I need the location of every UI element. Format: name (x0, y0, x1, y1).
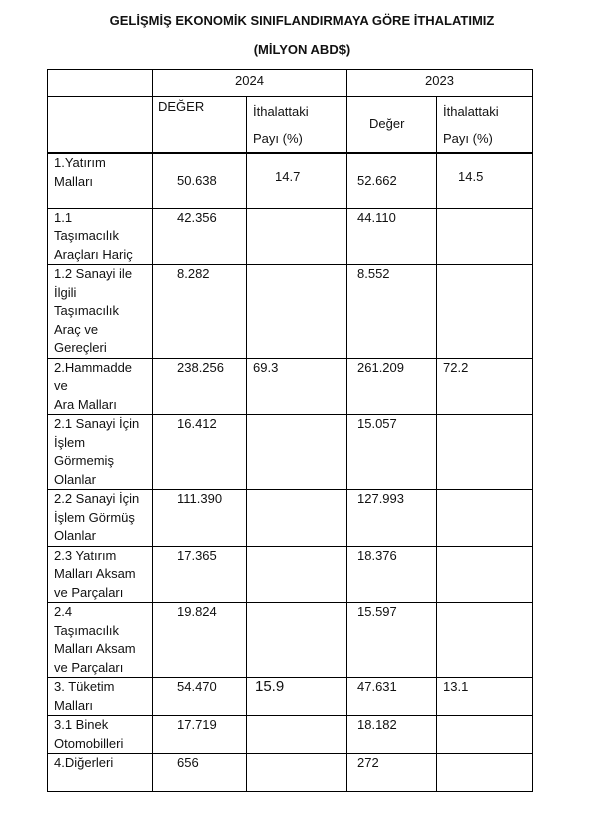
share-2024-cell: 69.3 (246, 357, 347, 415)
empty-header-cell (47, 69, 153, 97)
table-row: 2.3 Yatırım Malları Aksam ve Parçaları 17… (47, 545, 533, 603)
table-row: 3. Tüketim Malları 54.470 15.9 47.631 13.1 (47, 677, 533, 716)
value-2023-cell: 15.597 (346, 602, 437, 678)
value-2023-cell: 47.631 (346, 677, 437, 716)
table-row: 2.2 Sanayi İçin İşlem Görmüş Olanlar 111.… (47, 489, 533, 547)
row-label: 2.1 Sanayi İçin İşlem Görmemiş Olanlar (47, 414, 153, 490)
share-2024-cell (246, 207, 347, 265)
share-2023-cell (436, 545, 533, 603)
value-2024-cell: 19.824 (152, 602, 247, 678)
row-label: 1.2 Sanayi ile İlgili Taşımacılık Araç v… (47, 264, 153, 359)
table-row: 1.2 Sanayi ile İlgili Taşımacılık Araç v… (47, 264, 533, 359)
row-label: 3. Tüketim Malları (47, 677, 153, 716)
share-2024-cell (246, 715, 347, 754)
value-2024-cell: 111.390 (152, 489, 247, 547)
import-table: 2024 2023 DEĞER İthalattaki Payı (%) Değe… (47, 69, 533, 792)
row-label: 1.1 Taşımacılık Araçları Hariç (47, 207, 153, 265)
value-2023-cell: 52.662 (346, 152, 437, 209)
value-2023-header: Değer (346, 96, 437, 154)
share-2023-cell: 13.1 (436, 677, 533, 716)
table-row: 1.1 Taşımacılık Araçları Hariç 42.356 44.1… (47, 207, 533, 265)
table-row: 1.Yatırım Malları 50.638 14.7 52.662 14.5 (47, 152, 533, 209)
value-2023-cell: 272 (346, 753, 437, 792)
table-row: 2.4 Taşımacılık Malları Aksam ve Parçala… (47, 602, 533, 678)
share-2024-header: İthalattaki Payı (%) (246, 96, 347, 154)
value-2024-cell: 50.638 (152, 152, 247, 209)
share-header-line: Payı (%) (253, 131, 303, 146)
empty-subheader-cell (47, 96, 153, 154)
value-2023-cell: 18.376 (346, 545, 437, 603)
value-2024-cell: 238.256 (152, 357, 247, 415)
value-2023-cell: 44.110 (346, 207, 437, 265)
share-2023-cell (436, 414, 533, 490)
share-2024-cell: 14.7 (246, 152, 347, 209)
share-header-line: İthalattaki (253, 104, 309, 119)
share-2024-cell (246, 414, 347, 490)
year-2023-header: 2023 (346, 69, 533, 97)
row-label: 4.Diğerleri (47, 753, 153, 792)
value-2024-header: DEĞER (152, 96, 247, 154)
table-row: 2.1 Sanayi İçin İşlem Görmemiş Olanlar 16… (47, 414, 533, 490)
share-header-line: Payı (%) (443, 131, 493, 146)
page-subtitle: (MİLYON ABD$) (253, 42, 351, 57)
value-2023-cell: 8.552 (346, 264, 437, 359)
share-2023-cell (436, 489, 533, 547)
table-row: 3.1 Binek Otomobilleri 17.719 18.182 (47, 715, 533, 754)
share-2023-cell (436, 753, 533, 792)
share-2023-header: İthalattaki Payı (%) (436, 96, 533, 154)
value-2023-cell: 15.057 (346, 414, 437, 490)
share-2024-cell (246, 545, 347, 603)
value-2024-cell: 8.282 (152, 264, 247, 359)
share-2023-cell (436, 602, 533, 678)
value-2023-cell: 18.182 (346, 715, 437, 754)
table-row: 4.Diğerleri 656 272 (47, 753, 533, 792)
year-2024-header: 2024 (152, 69, 347, 97)
share-2024-cell (246, 753, 347, 792)
value-2024-cell: 42.356 (152, 207, 247, 265)
page-title: GELİŞMİŞ EKONOMİK SINIFLANDIRMAYA GÖRE İ… (109, 13, 495, 28)
share-2024-cell: 15.9 (246, 677, 347, 716)
share-2023-cell (436, 207, 533, 265)
value-2024-cell: 17.719 (152, 715, 247, 754)
value-2024-cell: 656 (152, 753, 247, 792)
row-label: 2.3 Yatırım Malları Aksam ve Parçaları (47, 545, 153, 603)
value-2024-cell: 54.470 (152, 677, 247, 716)
share-2023-cell (436, 264, 533, 359)
row-label: 1.Yatırım Malları (47, 152, 153, 209)
share-2024-cell (246, 602, 347, 678)
table-row: 2.Hammadde ve Ara Malları 238.256 69.3 261.… (47, 357, 533, 415)
value-2023-cell: 261.209 (346, 357, 437, 415)
share-2023-cell: 72.2 (436, 357, 533, 415)
year-header-row: 2024 2023 (47, 69, 533, 97)
value-2024-cell: 16.412 (152, 414, 247, 490)
value-2024-cell: 17.365 (152, 545, 247, 603)
share-2023-cell: 14.5 (436, 152, 533, 209)
row-label: 2.2 Sanayi İçin İşlem Görmüş Olanlar (47, 489, 153, 547)
subheader-row: DEĞER İthalattaki Payı (%) Değer İthalatt… (47, 96, 533, 154)
share-2023-cell (436, 715, 533, 754)
value-2023-cell: 127.993 (346, 489, 437, 547)
row-label: 2.4 Taşımacılık Malları Aksam ve Parçala… (47, 602, 153, 678)
share-2024-cell (246, 264, 347, 359)
row-label: 2.Hammadde ve Ara Malları (47, 357, 153, 415)
share-header-line: İthalattaki (443, 104, 499, 119)
row-label: 3.1 Binek Otomobilleri (47, 715, 153, 754)
share-2024-cell (246, 489, 347, 547)
